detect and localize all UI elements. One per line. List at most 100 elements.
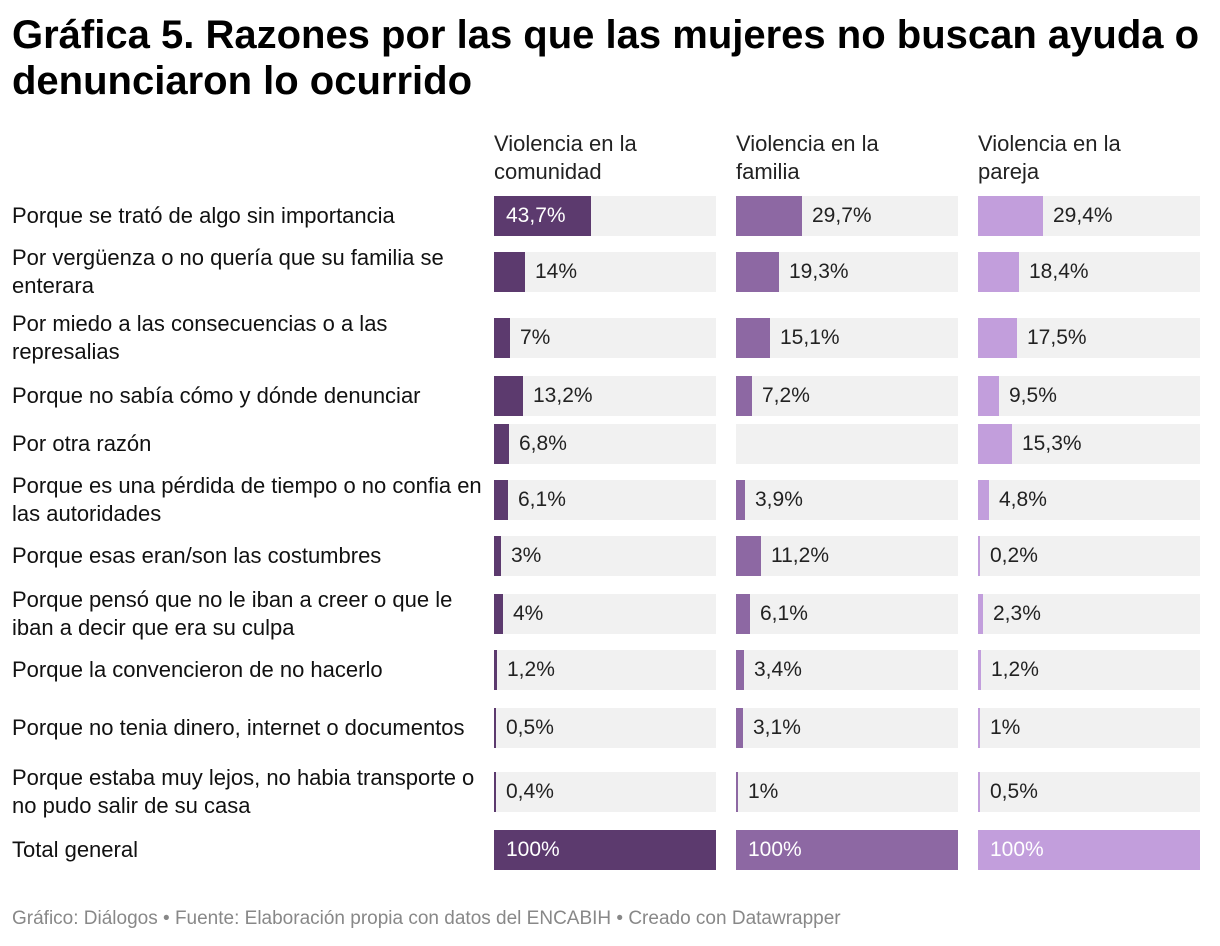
- row-label: Porque no tenia dinero, internet o docum…: [12, 715, 465, 740]
- data-label: 0,4%: [506, 780, 554, 803]
- bar: [978, 708, 980, 748]
- data-label: 0,5%: [990, 780, 1038, 803]
- column-header-3: Violencia en la pareja: [978, 131, 1121, 184]
- bar: [978, 252, 1019, 292]
- row-label: Por miedo a las consecuencias o a las re…: [12, 311, 388, 364]
- bar-track: 100%: [494, 830, 716, 870]
- bar: [494, 708, 496, 748]
- bar-track: 4,8%: [978, 480, 1200, 520]
- data-label: 9,5%: [1009, 384, 1057, 407]
- data-label: 4,8%: [999, 488, 1047, 511]
- bar: [736, 536, 761, 576]
- data-label: 17,5%: [1027, 326, 1087, 349]
- data-label: 100%: [748, 838, 802, 861]
- bar: [978, 830, 1200, 870]
- bar-track: 3,4%: [736, 650, 958, 690]
- data-label: 3,1%: [753, 716, 801, 739]
- data-label: 0,5%: [506, 716, 554, 739]
- bar-track: 0,4%: [494, 772, 716, 812]
- row-label: Porque es una pérdida de tiempo o no con…: [12, 473, 482, 526]
- data-label: 1,2%: [991, 658, 1039, 681]
- row-label: Porque se trató de algo sin importancia: [12, 203, 395, 228]
- bar-track: 14%: [494, 252, 716, 292]
- bar: [494, 480, 508, 520]
- bar-track: [736, 424, 958, 464]
- bar-track: 4%: [494, 594, 716, 634]
- bar: [736, 650, 744, 690]
- data-label: 6,1%: [518, 488, 566, 511]
- bar: [736, 252, 779, 292]
- bar-track: 15,3%: [978, 424, 1200, 464]
- bar: [494, 650, 497, 690]
- bar-track: 1%: [736, 772, 958, 812]
- row-label: Porque estaba muy lejos, no habia transp…: [12, 765, 475, 818]
- bar: [736, 480, 745, 520]
- data-label: 13,2%: [533, 384, 593, 407]
- bar-track: 17,5%: [978, 318, 1200, 358]
- bar: [978, 650, 981, 690]
- bar: [494, 594, 503, 634]
- bar-track: 1,2%: [978, 650, 1200, 690]
- bar: [736, 772, 738, 812]
- bar-track: 29,4%: [978, 196, 1200, 236]
- bar: [978, 318, 1017, 358]
- data-label: 6,1%: [760, 602, 808, 625]
- bar-track: 19,3%: [736, 252, 958, 292]
- data-label: 43,7%: [506, 204, 566, 227]
- data-label: 4%: [513, 602, 544, 625]
- data-label: 29,7%: [812, 204, 872, 227]
- data-label: 29,4%: [1053, 204, 1113, 227]
- bar: [494, 830, 716, 870]
- data-label: 19,3%: [789, 260, 849, 283]
- bar: [494, 196, 591, 236]
- bar: [736, 318, 770, 358]
- data-label: 1%: [748, 780, 779, 803]
- row-label: Porque pensó que no le iban a creer o qu…: [12, 587, 453, 640]
- data-label: 100%: [990, 838, 1044, 861]
- data-label: 1%: [990, 716, 1021, 739]
- data-label: 100%: [506, 838, 560, 861]
- bar-track: 7,2%: [736, 376, 958, 416]
- bar: [736, 708, 743, 748]
- bar: [978, 594, 983, 634]
- row-label: Porque la convencieron de no hacerlo: [12, 657, 383, 682]
- chart-title: Gráfica 5. Razones por las que las mujer…: [12, 13, 1200, 103]
- bar: [736, 196, 802, 236]
- bar: [978, 376, 999, 416]
- bar-track: 2,3%: [978, 594, 1200, 634]
- bar: [494, 376, 523, 416]
- data-label: 0,2%: [990, 544, 1038, 567]
- data-label: 11,2%: [771, 544, 829, 567]
- bar-track: 9,5%: [978, 376, 1200, 416]
- bar: [978, 196, 1043, 236]
- bar: [736, 376, 752, 416]
- data-label: 7%: [520, 326, 551, 349]
- bar-track: 6,1%: [736, 594, 958, 634]
- bar-track: 3,9%: [736, 480, 958, 520]
- row-label: Porque esas eran/son las costumbres: [12, 543, 382, 568]
- bar-track: 100%: [978, 830, 1200, 870]
- bar: [978, 536, 980, 576]
- bar: [494, 772, 496, 812]
- bar: [494, 318, 510, 358]
- bar: [736, 830, 958, 870]
- bar: [494, 252, 525, 292]
- bar-track: 3,1%: [736, 708, 958, 748]
- bar-track: 43,7%: [494, 196, 716, 236]
- bar-track: 1%: [978, 708, 1200, 748]
- bar-track: 0,2%: [978, 536, 1200, 576]
- bar-track: 11,2%: [736, 536, 958, 576]
- bar: [736, 594, 750, 634]
- bar-track: 100%: [736, 830, 958, 870]
- bar-track: 3%: [494, 536, 716, 576]
- bar-track: 0,5%: [494, 708, 716, 748]
- bar-track: 29,7%: [736, 196, 958, 236]
- bar-track: 15,1%: [736, 318, 958, 358]
- data-label: 15,3%: [1022, 432, 1082, 455]
- row-label: Por otra razón: [12, 431, 152, 456]
- bar-track: 7%: [494, 318, 716, 358]
- bar-track: 1,2%: [494, 650, 716, 690]
- row-label: Total general: [12, 837, 138, 862]
- chart-footer: Gráfico: Diálogos • Fuente: Elaboración …: [12, 908, 841, 929]
- row-label: Porque no sabía cómo y dónde denunciar: [12, 383, 421, 408]
